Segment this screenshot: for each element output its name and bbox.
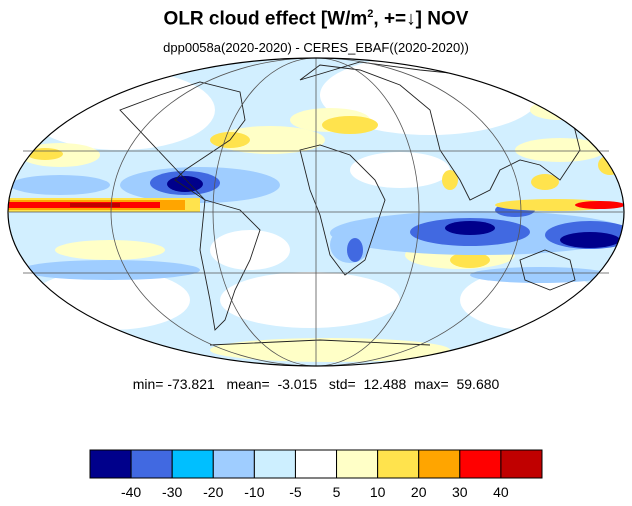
colorbar-box [336, 449, 379, 479]
stat-min-value: -73.821 [167, 376, 215, 392]
stat-max-label: max= [414, 376, 449, 392]
colorbar-tick-label: 40 [493, 484, 509, 500]
colorbar-tick-label: -10 [244, 484, 265, 500]
plot-title: OLR cloud effect [W/m2, +=↓] NOV [0, 8, 632, 30]
colorbar-box [253, 449, 296, 479]
colorbar-tick-label: 30 [452, 484, 468, 500]
colorbar-box [418, 449, 461, 479]
colorbar-box [377, 449, 420, 479]
title-text-rest: , +=↓] NOV [373, 8, 469, 30]
stat-max-value: 59.680 [456, 376, 500, 392]
colorbar-tick-label: -5 [289, 484, 302, 500]
colorbar-box [294, 449, 338, 479]
colorbar-box [130, 449, 173, 479]
colorbar-tick-label: 20 [410, 484, 427, 500]
colorbar-tick-label: 10 [369, 484, 386, 500]
colorbar-box [212, 449, 255, 479]
stat-mean-value: -3.015 [277, 376, 318, 392]
title-superscript: 2 [367, 8, 374, 20]
colorbar-tick-label: 5 [332, 484, 341, 500]
colorbar-tick-label: -40 [120, 484, 142, 500]
field-negative-strong [167, 176, 620, 248]
globe-outline [7, 57, 625, 367]
stat-std-value: 12.488 [363, 376, 407, 392]
plot-subtitle: dpp0058a(2020-2020) - CERES_EBAF((2020-2… [163, 40, 469, 55]
stat-std-label: std= [328, 376, 356, 392]
coastlines [119, 61, 581, 346]
field-neutral-regions [25, 58, 600, 330]
colorbar-box [459, 449, 502, 479]
colorbar-tick-label: -20 [203, 484, 224, 500]
colorbar-tick-label: -30 [162, 484, 183, 500]
stats-line: min= -73.821 mean= -3.015 std= 12.488 ma… [0, 376, 632, 392]
field-positive-band [8, 198, 624, 212]
stat-mean-label: mean= [226, 376, 270, 392]
colorbar [89, 449, 543, 479]
stat-min-label: min= [132, 376, 164, 392]
title-text: OLR cloud effect [W/m [163, 8, 368, 30]
colorbar-box [171, 449, 214, 479]
colorbar-tick-labels: -40 -30 -20 -10 -5 5 10 20 30 40 [0, 484, 632, 502]
colorbar-box [500, 449, 543, 479]
colorbar-box [89, 449, 132, 479]
